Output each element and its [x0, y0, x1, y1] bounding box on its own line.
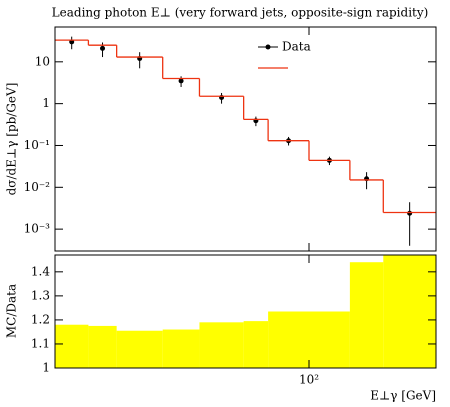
main-plot — [55, 36, 436, 246]
data-point — [100, 45, 106, 51]
chart-title: Leading photon E⊥ (very forward jets, op… — [52, 6, 429, 20]
ratio-band — [383, 255, 436, 368]
main-frame — [54, 26, 437, 252]
y-tick-label: 1 — [42, 361, 50, 375]
ratio-band — [88, 325, 117, 368]
data-point — [407, 210, 413, 216]
legend-symbol — [265, 44, 271, 50]
ratio-band — [349, 262, 384, 368]
y-tick-label: 1.1 — [31, 336, 50, 350]
ratio-band — [309, 311, 350, 368]
y-tick-label: 1.2 — [31, 312, 50, 326]
ratio-band — [55, 324, 89, 368]
ratio-plot — [55, 255, 436, 368]
data-point — [178, 78, 184, 84]
y-tick-label: 1.3 — [31, 288, 50, 302]
y-tick-label: 10⁻¹ — [24, 138, 50, 152]
y-tick-label: 10 — [35, 54, 50, 68]
y-tick-label: 1 — [42, 96, 50, 110]
x-axis-label: E⊥γ [GeV] — [370, 389, 436, 403]
y-axis-label: dσ/dE⊥γ [pb/GeV] — [5, 83, 19, 196]
y-tick-label: 10⁻³ — [24, 222, 51, 236]
ratio-y-axis-label: MC/Data — [5, 284, 19, 338]
ratio-band — [268, 311, 309, 368]
x-tick-label: 10² — [299, 373, 319, 387]
y-tick-label: 10⁻² — [24, 180, 51, 194]
legend-label: Data — [282, 40, 311, 54]
ratio-band — [116, 330, 163, 368]
ratio-band — [162, 329, 200, 368]
ratio-frame — [54, 254, 437, 369]
ratio-band — [199, 322, 244, 368]
axes: 10⁻³ 10⁻² 10⁻¹ 1 10 Data 1 1.1 1.2 1.3 1.4 10² — [24, 27, 436, 387]
y-tick-label: 1.4 — [31, 264, 50, 278]
ratio-band — [243, 321, 269, 368]
